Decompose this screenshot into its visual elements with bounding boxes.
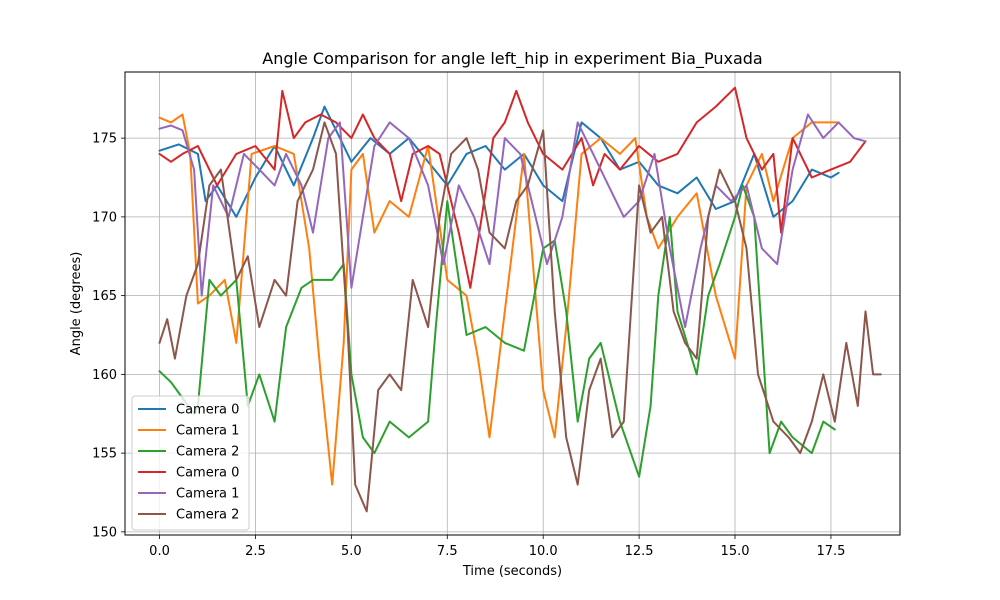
series-line-1 (158, 113, 840, 486)
x-tick-label: 10.0 (529, 544, 558, 559)
grid-lines (125, 72, 900, 535)
y-axis-ticks: 150 155 160 165 170 175 (92, 132, 125, 540)
x-tick-label: 7.5 (437, 544, 458, 559)
legend-label: Camera 1 (176, 424, 239, 439)
legend: Camera 0 Camera 1 Camera 2 Camera 0 Camera 1… (131, 395, 250, 531)
legend-label: Camera 0 (176, 403, 239, 418)
legend-label: Camera 2 (176, 508, 239, 523)
plot-frame (124, 71, 901, 536)
x-tick-label: 12.5 (625, 544, 654, 559)
y-tick-label: 165 (92, 289, 117, 304)
series-line-0 (158, 105, 840, 218)
series-line-4 (158, 113, 867, 329)
y-axis-label: Angle (degrees) (69, 252, 84, 356)
y-tick-label: 155 (92, 447, 117, 462)
series-line-5 (158, 121, 882, 513)
x-tick-label: 15.0 (721, 544, 750, 559)
series-layer (158, 86, 882, 513)
y-tick-label: 175 (92, 132, 117, 147)
y-tick-label: 150 (92, 525, 117, 540)
x-axis-ticks: 0.0 2.5 5.0 7.5 10.0 12.5 15.0 17.5 (149, 535, 845, 559)
series-line-3 (158, 86, 867, 289)
chart-title: Angle Comparison for angle left_hip in e… (262, 49, 762, 69)
series-line-2 (158, 184, 836, 478)
y-tick-label: 170 (92, 210, 117, 225)
legend-label: Camera 2 (176, 445, 239, 460)
legend-label: Camera 0 (176, 466, 239, 481)
x-tick-label: 17.5 (816, 544, 845, 559)
x-tick-label: 0.0 (149, 544, 170, 559)
legend-label: Camera 1 (176, 487, 239, 502)
y-tick-label: 160 (92, 368, 117, 383)
x-axis-label: Time (seconds) (462, 564, 562, 579)
x-tick-label: 5.0 (341, 544, 362, 559)
x-tick-label: 2.5 (245, 544, 266, 559)
